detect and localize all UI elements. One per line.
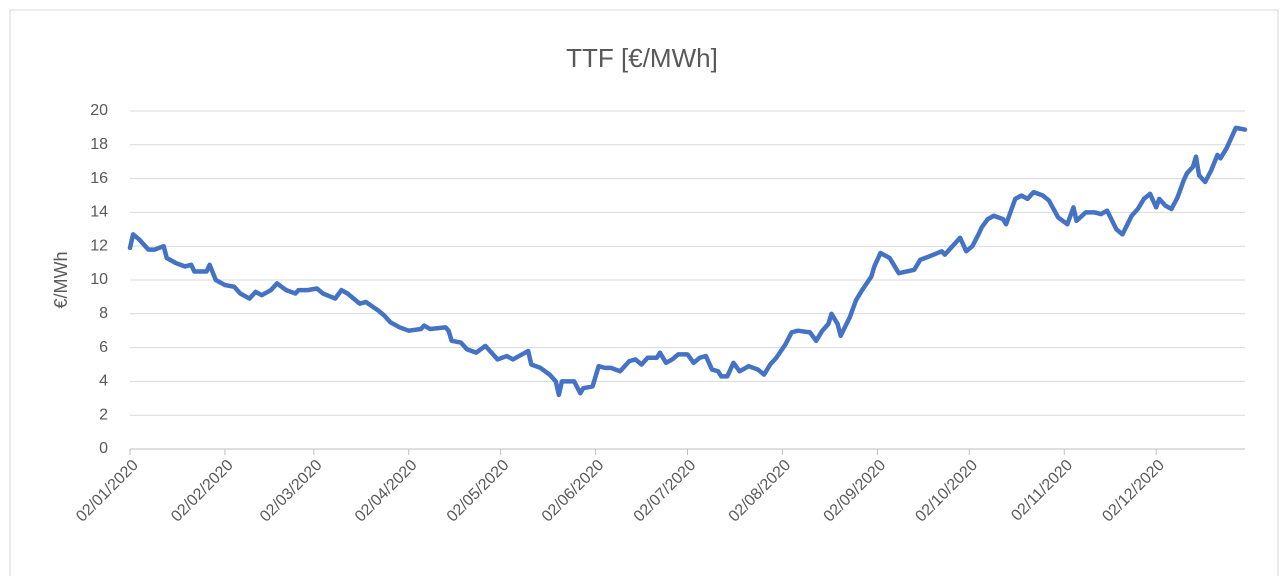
y-axis-label: €/MWh bbox=[51, 251, 71, 308]
y-tick-label: 20 bbox=[90, 102, 108, 119]
y-tick-label: 18 bbox=[90, 136, 108, 153]
chart-frame bbox=[9, 9, 1279, 581]
y-tick-label: 10 bbox=[90, 271, 108, 288]
y-tick-label: 12 bbox=[90, 237, 108, 254]
y-tick-label: 14 bbox=[90, 204, 108, 221]
y-tick-label: 6 bbox=[99, 339, 108, 356]
y-tick-label: 16 bbox=[90, 170, 108, 187]
data-line bbox=[127, 125, 1248, 398]
y-tick-label: 0 bbox=[99, 440, 108, 457]
y-tick-label: 8 bbox=[99, 305, 108, 322]
chart-title: TTF [€/MWh] bbox=[566, 43, 718, 73]
y-tick-label: 2 bbox=[99, 406, 108, 423]
y-tick-label: 4 bbox=[99, 373, 108, 390]
